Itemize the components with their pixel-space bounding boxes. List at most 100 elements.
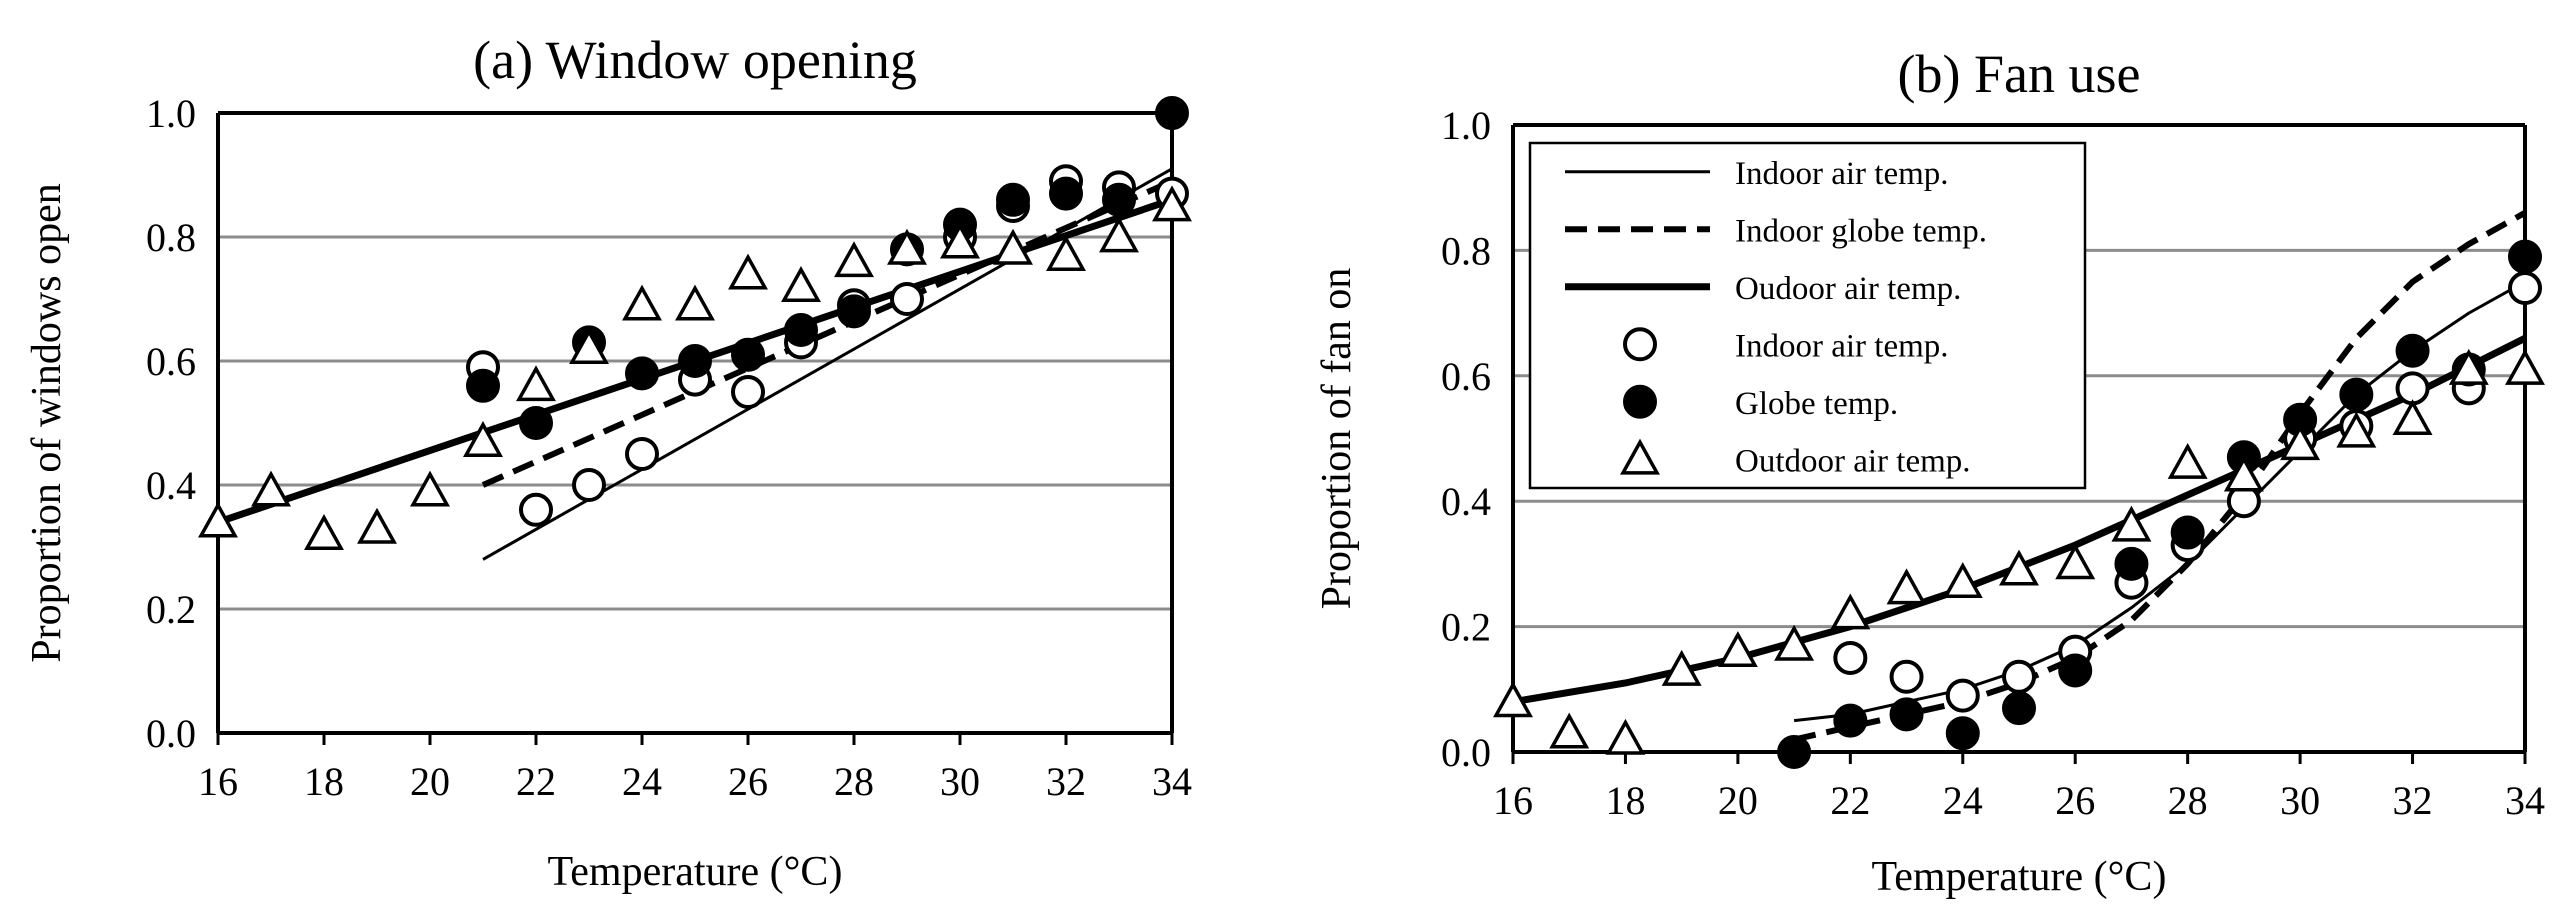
a-point-filled-circle xyxy=(731,337,765,372)
b-point-open-triangle xyxy=(2223,455,2264,492)
b-legend-label: Indoor globe temp. xyxy=(1735,213,1987,249)
b-point-open-triangle xyxy=(1549,712,1590,749)
a-y-tick-label: 1.0 xyxy=(146,91,196,136)
a-y-tick-label: 0.6 xyxy=(146,339,196,384)
b-point-open-triangle xyxy=(2111,505,2152,542)
b-x-axis-label: Temperature (°C) xyxy=(1872,854,2167,900)
b-y-tick-label: 0.6 xyxy=(1441,354,1491,399)
a-point-filled-circle xyxy=(837,294,871,329)
a-x-tick-label: 28 xyxy=(834,759,874,804)
b-point-open-triangle xyxy=(2055,543,2096,580)
chart-window-opening: 0.0 0.2 0.4 0.6 0.8 1.0 16 18 20 22 24 26 28 30 32 34 (a… xyxy=(24,30,1192,895)
b-point-open-triangle xyxy=(1999,549,2039,586)
a-x-axis-label: Temperature (°C) xyxy=(548,849,843,895)
b-point-open-triangle xyxy=(1493,681,1533,718)
b-point-open-triangle xyxy=(1605,718,1646,755)
b-legend-swatch xyxy=(1620,438,1660,475)
a-y-tick-label: 0.0 xyxy=(146,711,196,756)
b-point-open-circle xyxy=(1889,659,1924,694)
b-x-tick-label: 18 xyxy=(1605,778,1645,823)
a-point-filled-circle xyxy=(678,344,712,378)
a-x-tick-label: 32 xyxy=(1046,759,1086,804)
b-point-open-triangle xyxy=(2448,348,2489,385)
b-x-tick-label: 28 xyxy=(2168,778,2208,823)
b-legend-label: Oudoor air temp. xyxy=(1735,271,1961,307)
b-point-filled-circle xyxy=(2114,546,2149,581)
b-y-tick-label: 1.0 xyxy=(1441,103,1491,148)
a-x-tick-label: 30 xyxy=(940,759,980,804)
b-point-filled-circle xyxy=(1777,735,1812,769)
a-x-tick-label: 22 xyxy=(516,759,556,804)
a-point-open-triangle xyxy=(198,501,238,538)
b-point-open-triangle xyxy=(1717,631,1758,668)
a-y-tick-label: 0.4 xyxy=(146,463,196,508)
b-point-filled-circle xyxy=(2170,515,2205,550)
b-x-tick-label: 30 xyxy=(2280,778,2320,823)
b-y-tick-label: 0.8 xyxy=(1441,228,1491,273)
a-fit-line-dashed xyxy=(481,178,1174,488)
b-point-filled-circle xyxy=(1945,716,1980,751)
a-point-open-triangle xyxy=(1099,216,1139,253)
a-point-filled-circle xyxy=(466,368,500,403)
a-point-open-triangle xyxy=(887,228,927,265)
b-point-open-triangle xyxy=(2336,411,2377,448)
b-point-open-circle xyxy=(2002,659,2036,694)
a-point-filled-circle xyxy=(1049,176,1083,211)
a-point-filled-circle xyxy=(625,356,659,391)
b-point-filled-circle xyxy=(2395,333,2430,368)
b-legend-label: Indoor air temp. xyxy=(1735,156,1949,192)
b-x-tick-label: 26 xyxy=(2055,778,2095,823)
b-point-open-triangle xyxy=(1830,593,1871,630)
a-point-open-triangle xyxy=(1046,234,1086,271)
a-point-filled-circle xyxy=(1102,182,1136,217)
a-point-open-triangle xyxy=(834,241,874,278)
b-point-open-circle xyxy=(1833,640,1868,675)
b-point-filled-circle xyxy=(2058,653,2093,688)
b-point-open-triangle xyxy=(1661,649,1702,686)
b-point-filled-circle xyxy=(1833,703,1868,738)
b-point-open-circle xyxy=(1945,678,1980,713)
b-fit-line-dashed xyxy=(1793,210,2527,743)
b-y-axis-label: Proportion of fan on xyxy=(1314,268,1360,610)
a-x-tick-label: 26 xyxy=(728,759,768,804)
a-point-open-triangle xyxy=(622,284,662,321)
a-x-tick-label: 24 xyxy=(622,759,662,804)
b-x-tick-label: 22 xyxy=(1830,778,1870,823)
a-point-open-circle xyxy=(731,375,765,409)
a-point-open-triangle xyxy=(1152,185,1192,222)
a-x-tick-label: 16 xyxy=(198,759,238,804)
a-x-tick-label: 34 xyxy=(1152,759,1192,804)
b-legend-box xyxy=(1528,141,2087,490)
b-point-open-circle xyxy=(2508,271,2542,306)
a-point-open-triangle xyxy=(410,470,450,507)
a-point-open-triangle xyxy=(781,265,821,302)
b-x-tick-label: 20 xyxy=(1718,778,1758,823)
b-point-filled-circle xyxy=(2339,377,2374,412)
b-point-filled-circle xyxy=(1889,697,1924,732)
a-y-tick-label: 0.8 xyxy=(146,215,196,260)
chart-fan-use: 0.0 0.2 0.4 0.6 0.8 1.0 16 18 20 22 24 26 28 30 32 34 (b… xyxy=(1314,44,2545,900)
a-y-tick-label: 0.2 xyxy=(146,587,196,632)
a-point-open-circle xyxy=(625,437,659,471)
a-point-open-triangle xyxy=(463,420,503,457)
b-x-tick-label: 32 xyxy=(2393,778,2433,823)
a-point-filled-circle xyxy=(1155,96,1189,130)
a-point-filled-circle xyxy=(519,406,553,440)
a-point-open-triangle xyxy=(251,470,291,507)
b-y-tick-label: 0.2 xyxy=(1441,605,1491,650)
b-point-filled-circle xyxy=(2002,691,2036,726)
b-legend-label: Globe temp. xyxy=(1735,386,1898,422)
b-point-open-triangle xyxy=(1886,568,1927,605)
b-point-open-triangle xyxy=(1774,624,1815,661)
b-point-filled-circle xyxy=(2508,239,2542,274)
a-point-open-triangle xyxy=(993,228,1033,265)
a-point-open-circle xyxy=(519,492,553,527)
b-point-open-circle xyxy=(2395,371,2430,406)
b-x-tick-label: 34 xyxy=(2505,778,2545,823)
a-point-open-triangle xyxy=(940,222,980,259)
b-point-open-triangle xyxy=(2505,348,2545,385)
a-point-open-triangle xyxy=(569,327,609,364)
b-chart-title: (b) Fan use xyxy=(1898,44,2141,104)
a-x-tick-label: 20 xyxy=(410,759,450,804)
